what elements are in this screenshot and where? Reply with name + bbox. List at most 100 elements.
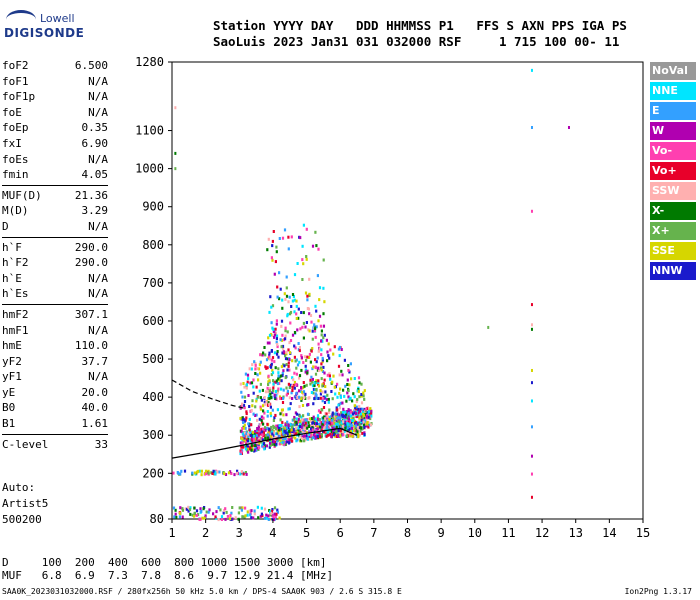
echo-point (268, 341, 271, 345)
echo-point (265, 513, 268, 517)
echo-point (266, 422, 269, 426)
echo-point (341, 430, 344, 434)
echo-point (284, 426, 287, 430)
echo-point (358, 418, 361, 422)
echo-point (276, 439, 279, 443)
echo-point (310, 420, 313, 423)
echo-point (297, 426, 300, 430)
echo-point (197, 469, 200, 473)
echo-point (278, 378, 281, 382)
echo-point (258, 429, 261, 433)
param-name: yE (2, 385, 16, 399)
echo-point (354, 424, 357, 428)
echo-point (356, 389, 359, 393)
echo-point (224, 507, 227, 511)
echo-point (274, 260, 277, 264)
legend-item-nne: NNE (650, 82, 696, 100)
echo-point (181, 508, 184, 512)
echo-point (277, 374, 280, 378)
echo-point (245, 386, 248, 390)
echo-point (269, 441, 272, 445)
echo-point (276, 429, 279, 433)
echo-point (304, 370, 307, 374)
x-tick-label: 9 (438, 526, 445, 540)
echo-point (342, 420, 345, 424)
echo-point (269, 414, 273, 418)
echo-point (296, 420, 300, 424)
echo-point (342, 410, 345, 414)
echo-point (306, 436, 309, 440)
footer-version: Ion2Png 1.3.17 (624, 587, 692, 596)
echo-point (280, 365, 283, 369)
echo-point (321, 425, 324, 429)
echo-point (285, 413, 288, 417)
echo-point (249, 513, 252, 517)
echo-point (275, 340, 278, 344)
isolated-echoes (174, 68, 570, 499)
echo-point (236, 469, 239, 473)
echo-point (313, 422, 316, 426)
echo-point (346, 426, 349, 430)
echo-point (278, 271, 281, 275)
echo-point (241, 506, 244, 510)
echo-point (322, 312, 325, 316)
echo-point (367, 415, 370, 419)
param-row: h`Es N/A (2, 286, 108, 302)
echo-point (172, 471, 175, 475)
echo-point (359, 414, 362, 418)
echo-point (261, 388, 264, 392)
echo-point (326, 414, 329, 418)
echo-point (280, 324, 283, 328)
echo-point (274, 427, 277, 431)
echo-point (292, 428, 295, 432)
echo-point (349, 430, 353, 434)
echo-point (264, 390, 268, 394)
echo-point (314, 230, 317, 234)
echo-point (244, 471, 247, 474)
echo-point (298, 429, 301, 433)
echo-point (260, 418, 263, 422)
echo-point (324, 424, 328, 428)
echo-point (329, 432, 332, 436)
echo-point (268, 379, 271, 383)
echo-point (286, 420, 289, 424)
echo-point (354, 412, 358, 415)
echo-point (295, 312, 298, 316)
echo-point (195, 513, 198, 517)
echo-point (223, 508, 226, 512)
echo-point (369, 407, 372, 411)
y-tick-label: 300 (142, 428, 164, 442)
echo-point (336, 395, 339, 399)
echo-point (297, 342, 300, 345)
echo-point (293, 422, 296, 426)
echo-point (358, 422, 361, 426)
echo-point (273, 351, 276, 355)
param-row: hmF2 307.1 (2, 307, 108, 323)
echo-point (364, 407, 368, 411)
echo-point (322, 396, 325, 400)
echo-point (242, 382, 245, 385)
param-value: 6.500 (74, 59, 108, 72)
echo-point (275, 322, 278, 326)
legend-item-e: E (650, 102, 696, 120)
echo-point (323, 378, 326, 382)
echo-point (315, 429, 318, 433)
echo-point (248, 405, 251, 408)
echo-point (270, 256, 273, 260)
echo-point (266, 414, 269, 418)
echo-point (345, 434, 349, 438)
echo-point (331, 411, 334, 415)
isolated-echo (530, 425, 533, 429)
echo-point (284, 376, 287, 380)
echo-point (295, 358, 298, 362)
echo-point (343, 358, 346, 362)
echo-point (305, 434, 308, 438)
echo-point (314, 304, 317, 308)
echo-point (247, 377, 250, 381)
x-tick-label: 14 (602, 526, 616, 540)
echo-point (310, 320, 313, 324)
echo-point (295, 432, 298, 436)
echo-point (326, 419, 329, 423)
echo-point (287, 407, 290, 411)
x-tick-label: 10 (468, 526, 482, 540)
